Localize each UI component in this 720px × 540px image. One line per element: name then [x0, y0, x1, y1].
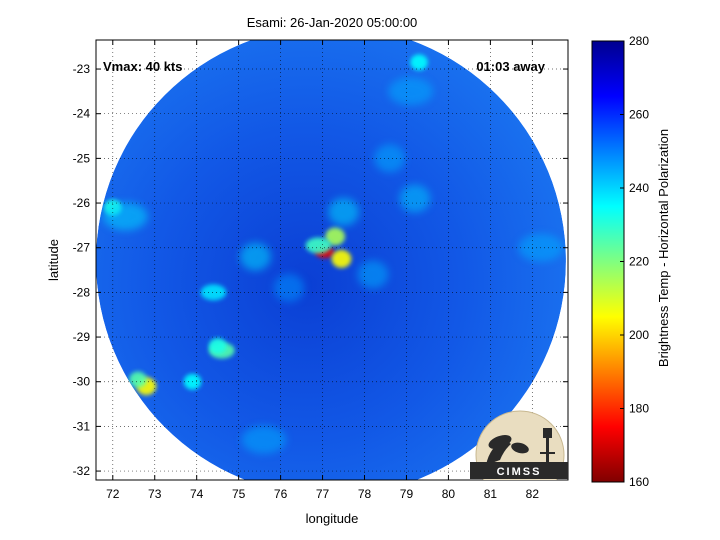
- brightness-feature: [388, 77, 434, 106]
- logo-text: CIMSS: [497, 466, 542, 478]
- swath-disk: [96, 40, 566, 480]
- logo-disk: [475, 410, 565, 480]
- y-tick-label: -32: [73, 464, 91, 478]
- y-tick-label: -27: [73, 241, 91, 255]
- y-axis-label: latitude: [46, 239, 61, 281]
- x-axis-ticks: 72 73 74 75 76 77 78 79 80 81 82: [106, 40, 539, 501]
- x-tick-label: 78: [358, 487, 372, 501]
- colorbar-tick-label: 160: [629, 475, 649, 489]
- x-tick-label: 82: [526, 487, 540, 501]
- brightness-feature: [129, 371, 147, 388]
- brightness-feature: [208, 337, 227, 354]
- x-tick-label: 74: [190, 487, 204, 501]
- x-tick-label: 81: [484, 487, 498, 501]
- x-tick-label: 72: [106, 487, 120, 501]
- x-tick-label: 73: [148, 487, 162, 501]
- colorbar-ticks: 280 260 240 220 200 180 160: [620, 34, 649, 489]
- y-tick-label: -31: [73, 419, 91, 433]
- colorbar-tick-label: 280: [629, 34, 649, 48]
- y-tick-label: -25: [73, 151, 91, 165]
- y-tick-label: -26: [73, 196, 91, 210]
- colorbar: 280 260 240 220 200 180 160 Brightness Temp - …: [591, 34, 671, 489]
- brightness-feature: [200, 284, 227, 301]
- brightness-feature: [240, 242, 271, 271]
- brightness-feature: [328, 197, 359, 226]
- brightness-feature: [410, 54, 428, 71]
- colorbar-label: Brightness Temp - Horizontal Polarizatio…: [656, 129, 671, 367]
- brightness-feature: [102, 202, 148, 231]
- x-axis-label: longitude: [306, 511, 359, 526]
- cimss-logo: CIMSS: [470, 410, 568, 480]
- x-tick-label: 75: [232, 487, 246, 501]
- brightness-feature: [325, 227, 346, 246]
- x-tick-label: 80: [442, 487, 456, 501]
- colorbar-tick-label: 180: [629, 402, 649, 416]
- brightness-feature: [305, 237, 332, 254]
- y-tick-label: -24: [73, 107, 91, 121]
- axes-frame: [95, 39, 569, 481]
- logo-silhouette: [486, 428, 555, 465]
- brightness-feature: [399, 184, 431, 213]
- grid: [96, 40, 568, 480]
- brightness-feature: [273, 273, 305, 302]
- colorbar-tick-label: 220: [629, 255, 649, 269]
- x-tick-label: 79: [400, 487, 414, 501]
- brightness-feature: [374, 144, 406, 173]
- x-tick-label: 76: [274, 487, 288, 501]
- y-tick-label: -29: [73, 330, 91, 344]
- vmax-annotation: Vmax: 40 kts: [103, 59, 183, 74]
- y-tick-label: -23: [73, 62, 91, 76]
- y-tick-label: -30: [73, 375, 91, 389]
- brightness-feature: [357, 260, 389, 289]
- time-away-annotation: 01:03 away: [476, 59, 545, 74]
- brightness-feature: [241, 425, 287, 454]
- y-axis-ticks: -23 -24 -25 -26 -27 -28 -29 -30 -31 -32: [73, 62, 568, 478]
- colorbar-scale: [591, 40, 625, 483]
- x-tick-label: 77: [316, 487, 330, 501]
- y-tick-label: -28: [73, 285, 91, 299]
- logo-banner: [470, 462, 568, 479]
- colorbar-tick-label: 240: [629, 181, 649, 195]
- colorbar-tick-label: 260: [629, 108, 649, 122]
- chart-title: Esami: 26-Jan-2020 05:00:00: [247, 15, 418, 30]
- brightness-feature: [331, 249, 352, 268]
- colorbar-tick-label: 200: [629, 328, 649, 342]
